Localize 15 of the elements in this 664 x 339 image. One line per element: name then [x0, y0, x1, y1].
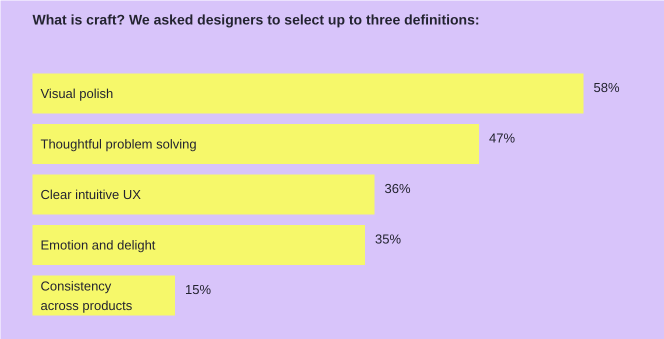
bar	[32, 124, 479, 164]
y-tick-label: Consistency across products	[40, 278, 133, 313]
data-label: 47%	[489, 130, 516, 146]
bar	[32, 74, 584, 114]
data-label: 15%	[185, 282, 212, 297]
y-tick-label: Thoughtful problem solving	[40, 136, 197, 152]
y-tick-label: Clear intuitive UX	[40, 187, 142, 202]
data-label: 58%	[594, 80, 620, 95]
data-label: 35%	[375, 232, 402, 246]
bar	[32, 225, 365, 265]
bar	[32, 174, 374, 214]
data-label: 36%	[384, 181, 411, 196]
chart-title: What is craft? We asked designers to select up to three definitions:	[32, 12, 480, 28]
y-tick-label: Emotion and delight	[40, 238, 156, 252]
y-tick-label: Visual polish	[40, 86, 114, 101]
